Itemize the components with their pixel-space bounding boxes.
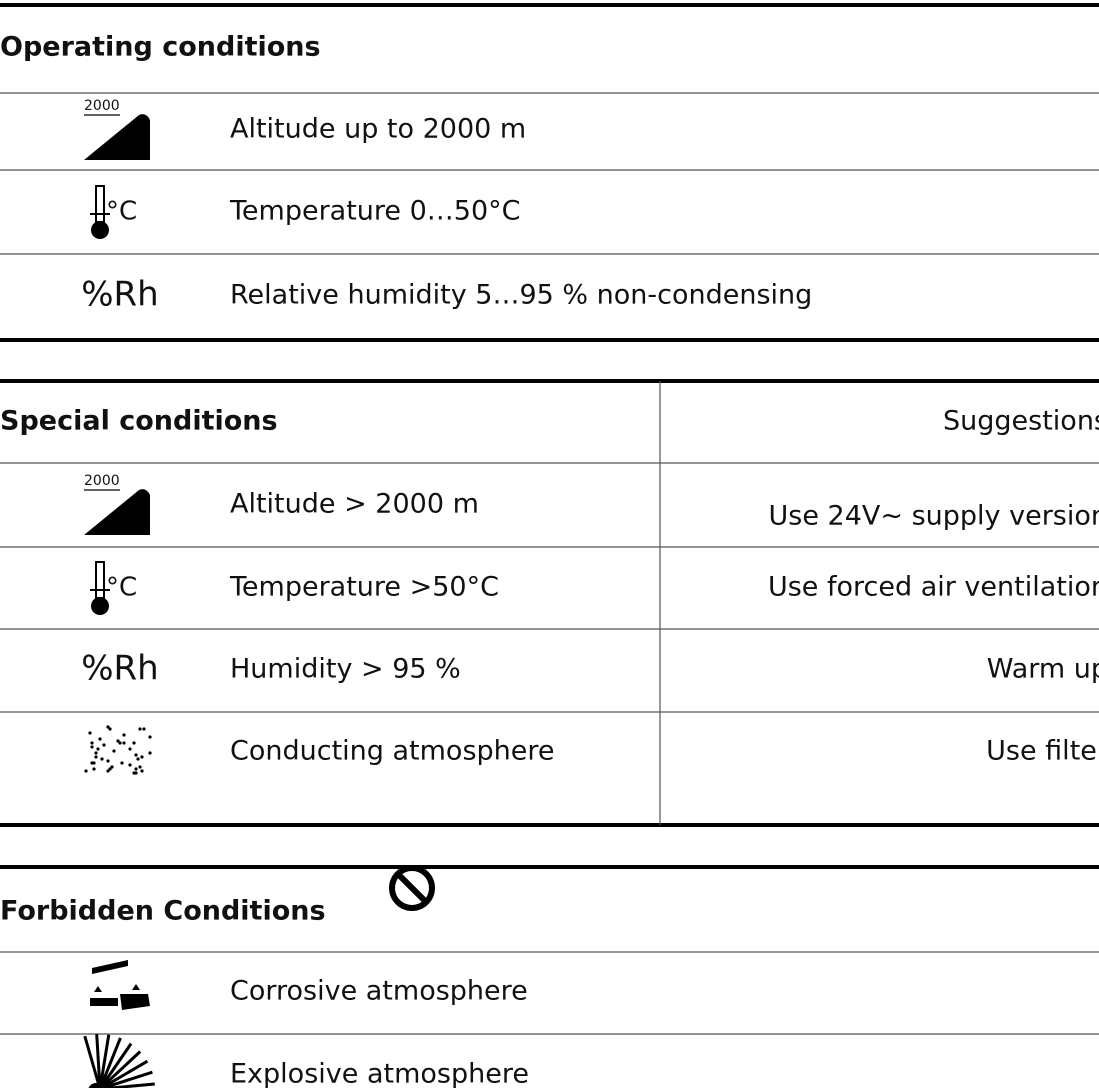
- ray: [98, 1037, 122, 1088]
- particle: [140, 755, 144, 759]
- ray: [95, 1034, 102, 1088]
- icon: [84, 725, 152, 775]
- particle: [108, 767, 112, 771]
- icon-label: °C: [106, 573, 137, 603]
- icon: [83, 1034, 155, 1088]
- particle: [140, 769, 144, 773]
- bulb: [91, 221, 109, 239]
- column-header: Suggestions: [943, 406, 1099, 437]
- particle: [142, 727, 146, 731]
- particle: [132, 741, 136, 745]
- particle: [118, 741, 122, 745]
- row-text: Relative humidity 5…95 % non-condensing: [230, 280, 812, 311]
- forbidden-icon: [389, 865, 435, 911]
- row-text: Temperature 0…50°C: [229, 196, 521, 227]
- ray: [99, 1059, 149, 1088]
- particle: [116, 739, 120, 743]
- particle: [88, 731, 92, 735]
- particle: [122, 733, 126, 737]
- particle: [98, 737, 102, 741]
- particle: [120, 761, 124, 765]
- particle: [148, 735, 152, 739]
- icon: 2000: [84, 473, 150, 535]
- particle: [96, 747, 100, 751]
- ray: [99, 1070, 153, 1088]
- ray: [99, 1082, 155, 1088]
- particle: [100, 757, 104, 761]
- bulb: [91, 597, 109, 615]
- particle: [90, 745, 94, 749]
- bomb: [88, 1083, 104, 1088]
- icon: °C: [90, 561, 137, 615]
- suggestion: Use filter: [986, 736, 1099, 767]
- ray: [98, 1034, 111, 1088]
- row-text: Altitude up to 2000 m: [230, 114, 526, 145]
- suggestion: Warm up: [987, 654, 1099, 685]
- suggestion: Use 24V∼ supply version: [769, 501, 1099, 532]
- section-title: Operating conditions: [0, 32, 321, 63]
- row-text: Conducting atmosphere: [230, 736, 555, 767]
- particle: [128, 747, 132, 751]
- icon-label: %Rh: [81, 649, 158, 689]
- particle: [136, 757, 140, 761]
- icon: %Rh: [81, 275, 158, 315]
- mountain: [84, 114, 150, 160]
- section-title: Special conditions: [0, 406, 278, 437]
- particle: [132, 771, 136, 775]
- particle: [134, 767, 138, 771]
- particle: [106, 725, 110, 729]
- icon-label: 2000: [84, 473, 120, 489]
- particle: [92, 767, 96, 771]
- icon: 2000: [84, 98, 150, 160]
- particle: [110, 765, 114, 769]
- particle: [112, 749, 116, 753]
- ray: [83, 1035, 102, 1088]
- corrosive-icon: [90, 960, 150, 1010]
- particle: [106, 769, 110, 773]
- particle: [84, 769, 88, 773]
- particle: [108, 727, 112, 731]
- icon-label: 2000: [84, 98, 120, 114]
- particle: [128, 763, 132, 767]
- icon-label: %Rh: [81, 275, 158, 315]
- particle: [148, 751, 152, 755]
- particle: [122, 741, 126, 745]
- particle: [94, 751, 98, 755]
- section-title: Forbidden Conditions: [0, 896, 326, 927]
- thermometer: [95, 185, 105, 223]
- row-text: Humidity > 95 %: [230, 654, 461, 685]
- particle: [134, 753, 138, 757]
- particle: [106, 759, 110, 763]
- drops: [94, 984, 140, 992]
- mountain: [84, 489, 150, 535]
- icon: %Rh: [81, 649, 158, 689]
- particle: [92, 761, 96, 765]
- row-text: Explosive atmosphere: [230, 1059, 529, 1088]
- particle: [138, 727, 142, 731]
- particle: [138, 765, 142, 769]
- icon: °C: [90, 185, 137, 239]
- icon: [90, 960, 150, 1010]
- suggestion: Use forced air ventilation: [768, 572, 1099, 603]
- particle: [90, 741, 94, 745]
- particle: [94, 755, 98, 759]
- row-text: Temperature >50°C: [229, 572, 499, 603]
- row-text: Corrosive atmosphere: [230, 976, 528, 1007]
- icon-label: °C: [106, 197, 137, 227]
- particle: [102, 743, 106, 747]
- ray: [98, 1050, 142, 1088]
- row-text: Altitude > 2000 m: [230, 489, 479, 520]
- ray: [98, 1042, 133, 1088]
- thermometer: [95, 561, 105, 599]
